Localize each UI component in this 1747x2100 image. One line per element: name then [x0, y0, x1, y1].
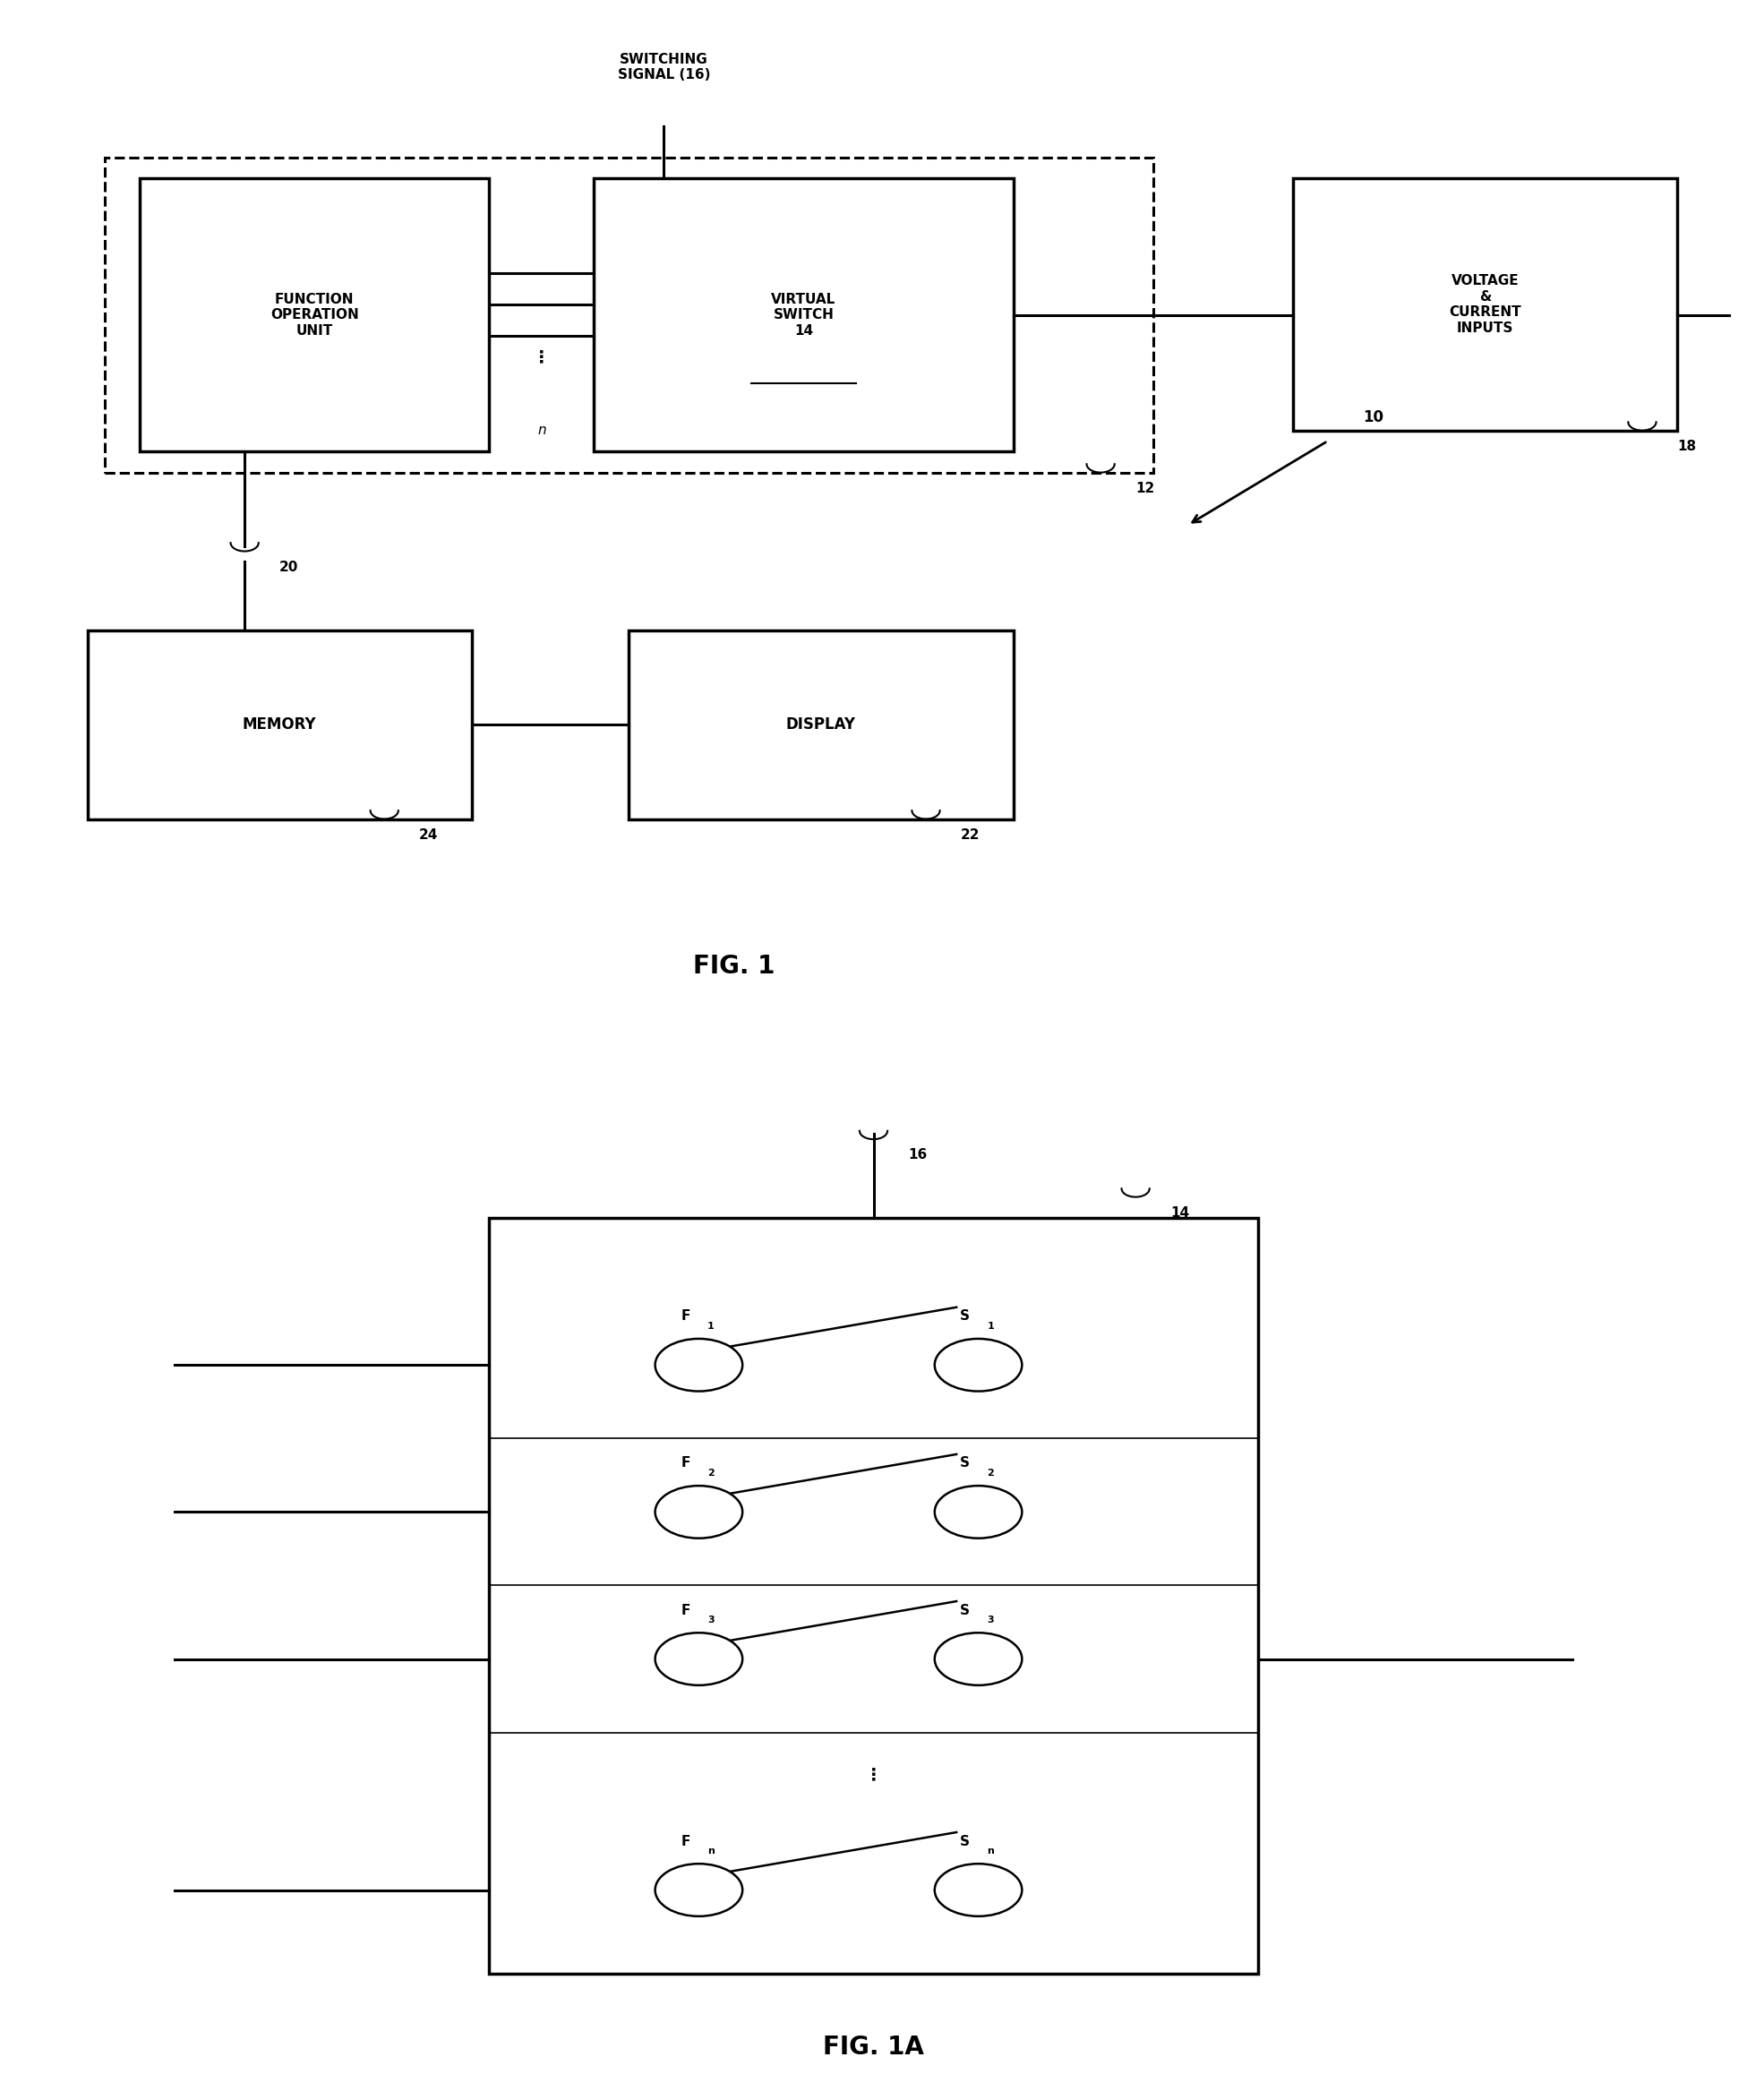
Text: n: n	[538, 424, 545, 437]
Text: VOLTAGE
&
CURRENT
INPUTS: VOLTAGE & CURRENT INPUTS	[1448, 275, 1522, 334]
Text: MEMORY: MEMORY	[243, 716, 316, 733]
Text: 12: 12	[1136, 481, 1155, 496]
Text: S: S	[959, 1835, 970, 1848]
Text: 24: 24	[419, 827, 438, 842]
Bar	[140, 179, 489, 452]
Text: S: S	[959, 1310, 970, 1323]
Text: 16: 16	[908, 1149, 928, 1161]
Text: SWITCHING
SIGNAL (16): SWITCHING SIGNAL (16)	[617, 52, 711, 82]
Text: 18: 18	[1677, 439, 1696, 454]
Bar	[105, 158, 1153, 472]
Text: FUNCTION
OPERATION
UNIT: FUNCTION OPERATION UNIT	[271, 292, 358, 338]
Bar	[594, 179, 1013, 452]
Text: 3: 3	[987, 1615, 994, 1625]
Circle shape	[655, 1487, 742, 1537]
Circle shape	[655, 1865, 742, 1915]
Text: F: F	[681, 1310, 690, 1323]
Text: S: S	[959, 1457, 970, 1470]
Circle shape	[935, 1634, 1022, 1684]
Text: 14: 14	[1170, 1205, 1190, 1220]
Text: n: n	[708, 1846, 715, 1856]
Text: n: n	[987, 1846, 994, 1856]
Text: S: S	[959, 1604, 970, 1617]
Text: ⋮: ⋮	[533, 349, 550, 365]
Bar	[489, 1218, 1258, 1974]
Text: FIG. 1A: FIG. 1A	[823, 2035, 924, 2060]
Circle shape	[935, 1865, 1022, 1915]
Text: ⋮: ⋮	[865, 1766, 882, 1783]
Bar	[87, 630, 472, 819]
Circle shape	[935, 1487, 1022, 1537]
Text: FIG. 1: FIG. 1	[694, 953, 774, 979]
Text: F: F	[681, 1604, 690, 1617]
Circle shape	[655, 1340, 742, 1392]
Text: F: F	[681, 1457, 690, 1470]
Text: F: F	[681, 1835, 690, 1848]
Text: 1: 1	[987, 1321, 994, 1331]
Circle shape	[935, 1340, 1022, 1392]
Text: 2: 2	[708, 1468, 715, 1478]
Bar	[629, 630, 1013, 819]
Text: 22: 22	[961, 827, 980, 842]
Text: 2: 2	[987, 1468, 994, 1478]
Text: 20: 20	[280, 561, 299, 573]
Text: 10: 10	[1363, 410, 1384, 426]
Circle shape	[655, 1634, 742, 1684]
Text: DISPLAY: DISPLAY	[786, 716, 856, 733]
Text: 3: 3	[708, 1615, 715, 1625]
Text: VIRTUAL
SWITCH
14: VIRTUAL SWITCH 14	[770, 292, 837, 338]
Text: 1: 1	[708, 1321, 715, 1331]
Bar	[1293, 179, 1677, 431]
